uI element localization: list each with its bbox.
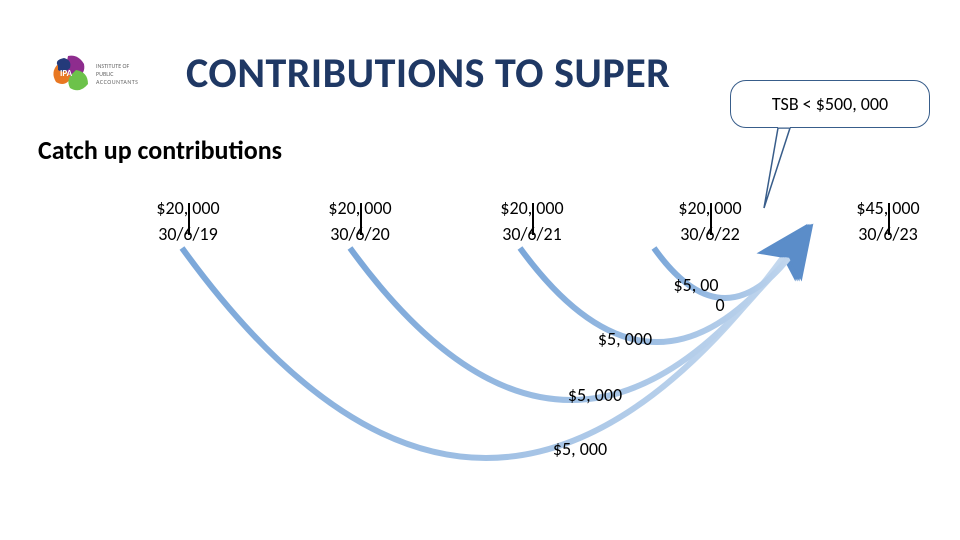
- timeline-entry: $45, 00030/6/23: [838, 197, 938, 245]
- callout-tail-icon: [760, 126, 820, 216]
- tsb-callout-text: TSB < $500, 000: [772, 93, 888, 115]
- timeline-date: 30/6/21: [482, 221, 582, 245]
- timeline-amount: $20, 000: [482, 197, 582, 221]
- timeline-entry: $20, 00030/6/22: [660, 197, 760, 245]
- timeline-date: 30/6/23: [838, 221, 938, 245]
- section-subtitle: Catch up contributions: [38, 134, 282, 166]
- timeline-entry: $20, 00030/6/19: [138, 197, 238, 245]
- timeline-amount: $45, 000: [838, 197, 938, 221]
- page-title: CONTRIBUTIONS TO SUPER: [186, 48, 670, 99]
- logo-badge-text: IPA: [60, 68, 73, 79]
- logo-line2: PUBLIC: [96, 70, 114, 78]
- carry-arc: [350, 248, 792, 400]
- logo-line3: ACCOUNTANTS: [96, 78, 138, 86]
- timeline-entry: $20, 00030/6/21: [482, 197, 582, 245]
- carry-amount-label: $5, 000: [540, 438, 620, 460]
- carry-amount-label: $5, 000: [585, 328, 665, 350]
- carry-amount-label: $5, 000: [555, 384, 635, 406]
- timeline-entry: $20, 00030/6/20: [310, 197, 410, 245]
- carry-amount-label: 0: [680, 294, 760, 316]
- carry-amount-label: $5, 00: [656, 274, 736, 296]
- timeline-date: 30/6/22: [660, 221, 760, 245]
- logo-line1: INSTITUTE OF: [96, 62, 129, 70]
- ipa-logo: IPA INSTITUTE OF PUBLIC ACCOUNTANTS: [48, 54, 168, 98]
- timeline-amount: $20, 000: [138, 197, 238, 221]
- timeline-amount: $20, 000: [660, 197, 760, 221]
- tsb-callout: TSB < $500, 000: [730, 80, 930, 128]
- timeline-date: 30/6/19: [138, 221, 238, 245]
- timeline-amount: $20, 000: [310, 197, 410, 221]
- timeline-date: 30/6/20: [310, 221, 410, 245]
